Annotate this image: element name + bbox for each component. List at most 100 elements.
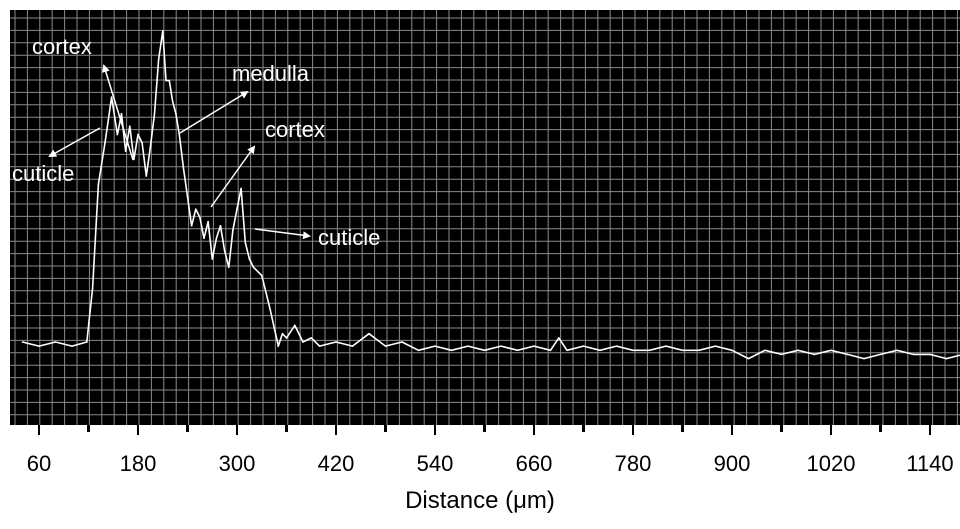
data-point-0-49 [294, 325, 296, 327]
data-point-0-14 [137, 134, 139, 136]
data-point-0-72 [632, 350, 634, 352]
data-point-0-38 [232, 229, 234, 231]
data-point-0-55 [368, 333, 370, 335]
data-point-0-11 [125, 150, 127, 152]
data-point-0-63 [500, 345, 502, 347]
data-point-0-31 [203, 237, 205, 239]
data-point-0-20 [162, 30, 164, 32]
data-point-0-52 [319, 345, 321, 347]
data-point-0-64 [517, 350, 519, 352]
data-point-0-2 [55, 341, 57, 343]
data-point-0-65 [533, 345, 535, 347]
data-point-0-30 [199, 217, 201, 219]
x-axis-ticks [39, 425, 930, 435]
data-point-0-77 [715, 345, 717, 347]
data-point-0-3 [71, 345, 73, 347]
data-point-0-19 [158, 59, 160, 61]
data-point-0-32 [207, 221, 209, 223]
x-tick-label-7: 900 [714, 451, 751, 476]
data-point-0-62 [484, 350, 486, 352]
data-point-0-6 [98, 184, 100, 186]
x-tick-label-4: 540 [417, 451, 454, 476]
data-point-0-36 [224, 250, 226, 252]
data-point-0-60 [451, 350, 453, 352]
data-point-0-28 [191, 225, 193, 227]
data-point-0-45 [269, 308, 271, 310]
data-point-0-82 [797, 350, 799, 352]
data-point-0-84 [830, 350, 832, 352]
data-point-0-79 [748, 358, 750, 360]
data-point-0-71 [616, 345, 618, 347]
x-tick-label-3: 420 [318, 451, 355, 476]
data-point-0-74 [665, 345, 667, 347]
data-point-0-21 [165, 80, 167, 82]
plot-area [10, 10, 960, 425]
x-tick-label-1: 180 [120, 451, 157, 476]
data-point-0-25 [178, 134, 180, 136]
data-point-0-7 [104, 142, 106, 144]
data-point-0-41 [244, 242, 246, 244]
data-point-0-56 [385, 345, 387, 347]
data-point-0-54 [352, 345, 354, 347]
annotation-label-3: cuticle [12, 161, 74, 186]
data-point-0-89 [913, 354, 915, 356]
data-point-0-78 [731, 350, 733, 352]
data-point-0-80 [764, 350, 766, 352]
data-point-0-22 [169, 80, 171, 82]
data-point-0-59 [434, 345, 436, 347]
annotation-label-1: medulla [232, 61, 310, 86]
data-point-0-42 [249, 258, 251, 260]
data-point-0-66 [550, 350, 552, 352]
data-point-0-16 [145, 175, 147, 177]
data-point-0-26 [183, 167, 185, 169]
data-point-0-90 [929, 354, 931, 356]
data-point-0-46 [277, 345, 279, 347]
data-point-0-91 [946, 358, 948, 360]
data-point-0-1 [38, 345, 40, 347]
data-point-0-58 [418, 350, 420, 352]
data-point-0-88 [896, 350, 898, 352]
data-point-0-47 [282, 333, 284, 335]
data-point-0-15 [141, 142, 143, 144]
data-point-0-81 [781, 354, 783, 356]
annotation-label-0: cortex [32, 34, 92, 59]
data-point-0-8 [111, 96, 113, 98]
data-point-0-4 [86, 341, 88, 343]
data-point-0-24 [175, 113, 177, 115]
data-point-0-57 [401, 341, 403, 343]
data-point-0-87 [880, 354, 882, 356]
data-point-0-50 [302, 341, 304, 343]
data-point-0-37 [228, 267, 230, 269]
x-tick-label-2: 300 [219, 451, 256, 476]
data-point-0-68 [566, 350, 568, 352]
annotation-label-4: cuticle [318, 225, 380, 250]
data-point-0-0 [22, 341, 24, 343]
data-point-0-17 [150, 146, 152, 148]
annotation-label-2: cortex [265, 117, 325, 142]
data-point-0-85 [847, 354, 849, 356]
data-point-0-27 [187, 196, 189, 198]
data-point-0-43 [253, 267, 255, 269]
data-point-0-83 [814, 354, 816, 356]
x-tick-label-9: 1140 [906, 451, 953, 476]
data-point-0-51 [310, 337, 312, 339]
data-point-0-75 [682, 350, 684, 352]
data-point-0-5 [92, 287, 94, 289]
data-point-0-76 [698, 350, 700, 352]
data-point-0-23 [172, 101, 174, 103]
data-point-0-12 [129, 125, 131, 127]
data-point-0-29 [195, 208, 197, 210]
data-point-0-70 [599, 350, 601, 352]
data-point-0-35 [220, 225, 222, 227]
data-point-0-44 [261, 275, 263, 277]
x-tick-label-0: 60 [27, 451, 51, 476]
data-point-0-53 [335, 341, 337, 343]
data-point-0-69 [583, 345, 585, 347]
x-tick-label-8: 1020 [807, 451, 856, 476]
data-point-0-61 [467, 345, 469, 347]
data-point-0-40 [240, 188, 242, 190]
data-point-0-73 [649, 350, 651, 352]
